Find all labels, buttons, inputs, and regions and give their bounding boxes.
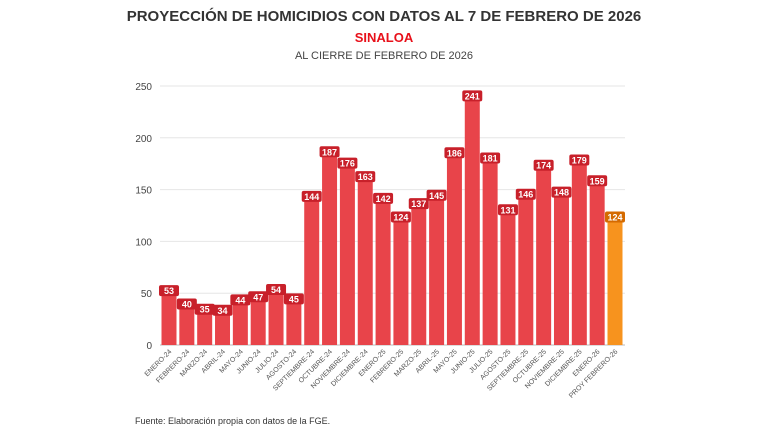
data-label: 163 <box>358 172 373 182</box>
data-label: 137 <box>411 199 426 209</box>
data-label: 179 <box>572 156 587 166</box>
bar <box>339 162 355 345</box>
data-label: 187 <box>322 147 337 157</box>
bar <box>322 151 338 345</box>
data-label-bg <box>605 211 625 223</box>
data-label: 174 <box>536 161 551 171</box>
data-label-bg <box>426 189 447 201</box>
y-tick-label: 0 <box>146 341 152 352</box>
bar <box>536 164 552 345</box>
data-label-bg <box>355 171 376 183</box>
data-label-bg <box>587 175 608 187</box>
data-label-bg <box>390 211 411 223</box>
y-tick-label: 150 <box>135 186 152 197</box>
bar <box>553 191 569 345</box>
data-label-bg <box>159 285 179 297</box>
chart-subtitle: SINALOA <box>354 30 414 45</box>
data-label-bg <box>176 298 197 310</box>
data-label-bg <box>515 188 536 200</box>
bar <box>411 203 427 345</box>
bar <box>607 216 623 345</box>
data-label: 54 <box>271 285 281 295</box>
data-label-bg <box>337 157 358 169</box>
data-label: 159 <box>590 176 605 186</box>
data-label-bg <box>266 284 287 296</box>
data-label: 47 <box>253 292 263 302</box>
bar <box>500 209 516 345</box>
data-label: 146 <box>518 190 533 200</box>
bar <box>375 197 391 345</box>
data-label-bg <box>569 154 590 166</box>
data-label-bg <box>212 304 233 316</box>
bar <box>429 194 445 345</box>
bar <box>482 157 498 345</box>
bar <box>268 289 284 345</box>
data-label-bg <box>444 147 465 159</box>
source-note: Fuente: Elaboración propia con datos de … <box>135 416 331 426</box>
data-label: 144 <box>304 192 319 202</box>
data-label-bg <box>408 198 429 210</box>
data-label: 181 <box>483 153 498 163</box>
bar <box>304 195 320 345</box>
data-label: 124 <box>393 213 408 223</box>
data-label: 176 <box>340 159 355 169</box>
data-label: 45 <box>289 294 299 304</box>
bar <box>571 159 587 345</box>
data-label: 124 <box>607 213 622 223</box>
data-label-bg <box>248 291 269 303</box>
chart-title: PROYECCIÓN DE HOMICIDIOS CON DATOS AL 7 … <box>126 8 642 25</box>
data-label-bg <box>480 152 501 164</box>
bar <box>589 180 605 345</box>
data-label: 53 <box>164 286 174 296</box>
bar <box>250 296 266 345</box>
data-label-bg <box>301 190 322 202</box>
bar <box>179 303 195 345</box>
y-tick-label: 250 <box>135 82 152 93</box>
data-label: 35 <box>200 305 210 315</box>
bar <box>232 299 248 345</box>
data-label: 131 <box>500 205 515 215</box>
data-label-bg <box>533 159 554 171</box>
data-label: 145 <box>429 191 444 201</box>
data-label-bg <box>462 90 483 102</box>
y-tick-label: 50 <box>141 289 153 300</box>
data-label-bg <box>283 293 304 305</box>
bar <box>464 95 480 345</box>
bar <box>357 176 373 345</box>
bar <box>161 290 177 345</box>
data-label-bg <box>373 192 394 204</box>
data-label: 241 <box>465 91 480 101</box>
data-label-bg <box>194 303 215 315</box>
data-label: 40 <box>182 300 192 310</box>
bar <box>446 152 462 345</box>
data-label: 34 <box>218 306 228 316</box>
y-tick-label: 100 <box>135 237 152 248</box>
bar <box>197 308 213 345</box>
bar <box>215 309 231 345</box>
y-tick-label: 200 <box>135 134 152 145</box>
data-label: 142 <box>376 194 391 204</box>
data-label: 44 <box>235 295 245 305</box>
bar <box>518 193 534 345</box>
bar <box>393 216 409 345</box>
data-label: 186 <box>447 148 462 158</box>
data-label-bg <box>319 146 340 158</box>
data-label-bg <box>230 294 251 306</box>
bar <box>286 298 302 345</box>
chart-subtitle-2: AL CIERRE DE FEBRERO DE 2026 <box>294 50 474 62</box>
data-label-bg <box>497 204 518 216</box>
data-label-bg <box>551 186 572 198</box>
data-label: 148 <box>554 188 569 198</box>
